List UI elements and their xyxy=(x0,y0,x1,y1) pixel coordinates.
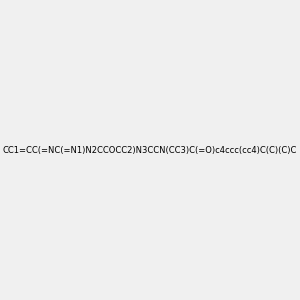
Text: CC1=CC(=NC(=N1)N2CCOCC2)N3CCN(CC3)C(=O)c4ccc(cc4)C(C)(C)C: CC1=CC(=NC(=N1)N2CCOCC2)N3CCN(CC3)C(=O)c… xyxy=(3,146,297,154)
